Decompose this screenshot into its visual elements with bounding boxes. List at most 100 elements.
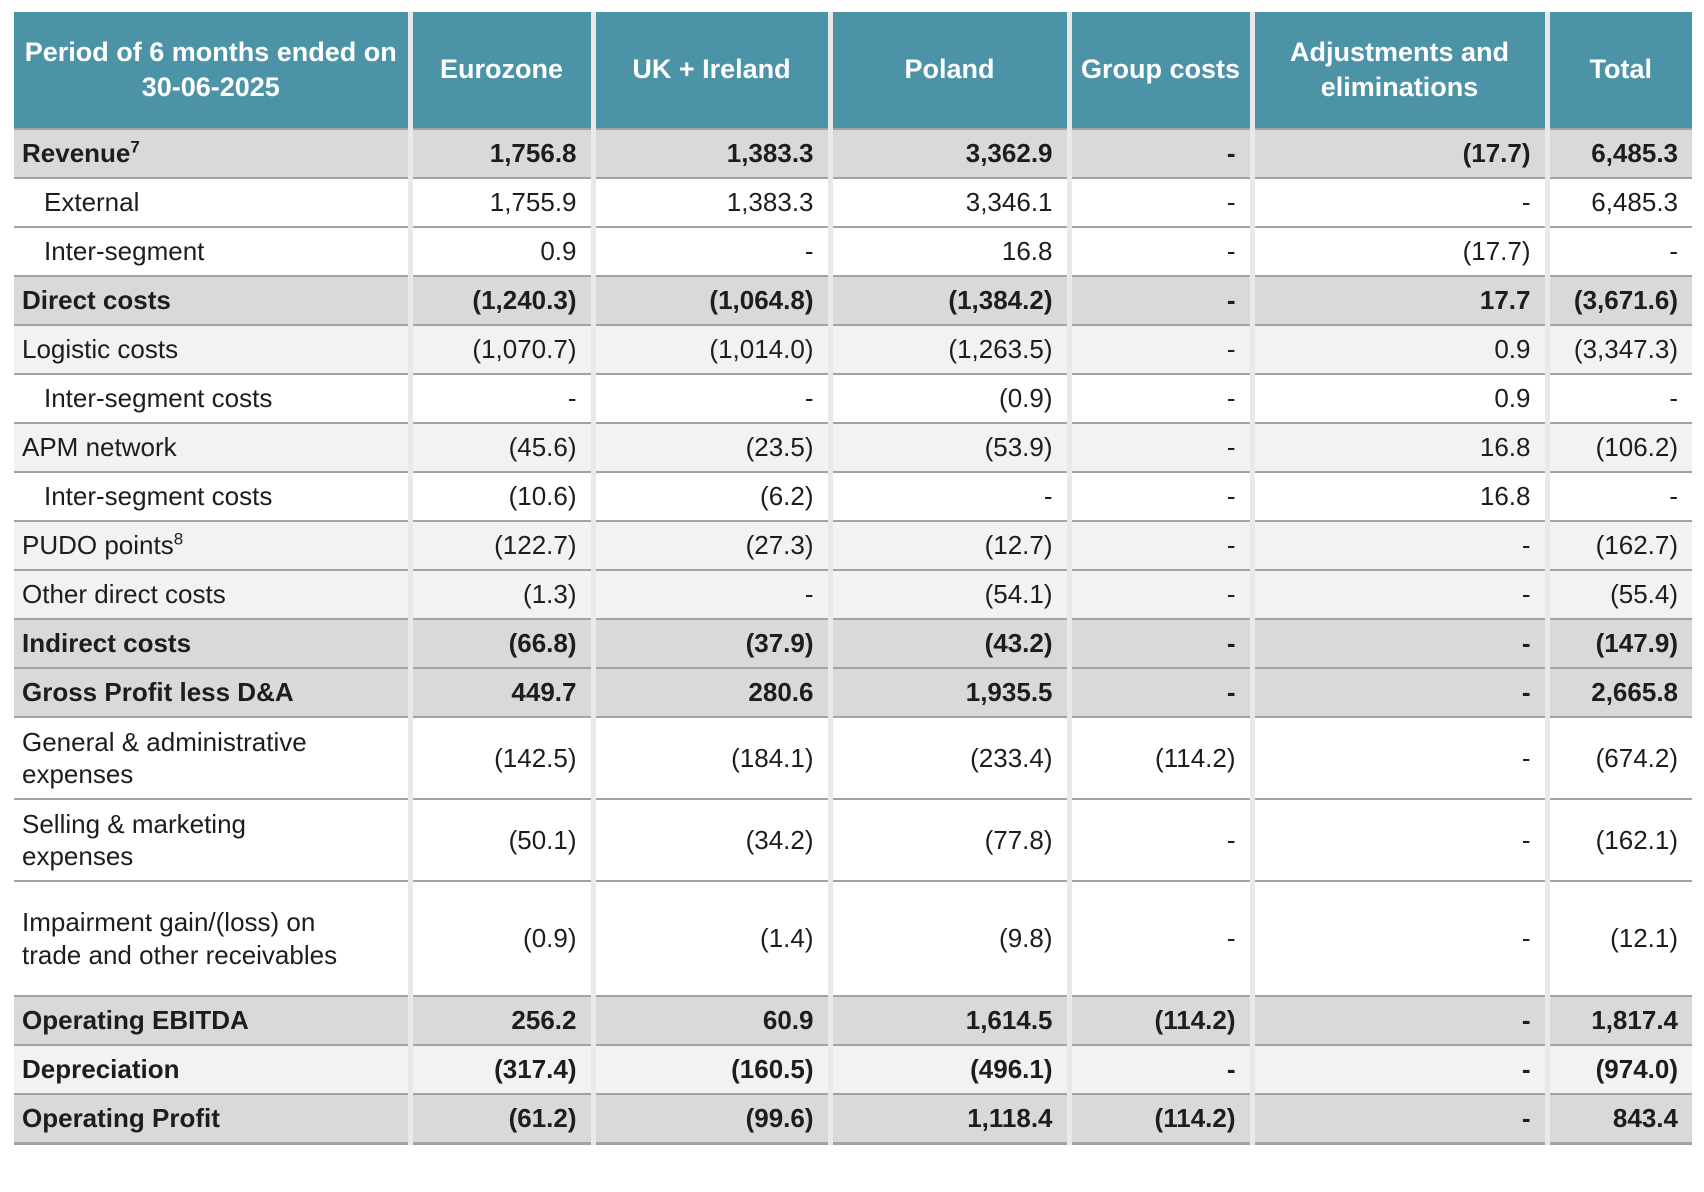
table-cell: (17.7) bbox=[1252, 128, 1550, 178]
table-row-depreciation: Depreciation (317.4) (160.5) (496.1) - -… bbox=[14, 1044, 1692, 1094]
table-cell: (162.1) bbox=[1547, 798, 1692, 881]
column-header-total: Total bbox=[1547, 12, 1692, 129]
table-cell: (114.2) bbox=[1069, 995, 1255, 1045]
table-cell: - bbox=[1069, 128, 1255, 178]
table-cell: - bbox=[1069, 471, 1255, 521]
table-cell: - bbox=[1069, 324, 1255, 374]
row-label: PUDO points8 bbox=[14, 520, 413, 570]
table-cell: (147.9) bbox=[1547, 618, 1692, 668]
table-cell: (77.8) bbox=[830, 798, 1072, 881]
table-cell: (54.1) bbox=[830, 569, 1072, 619]
table-cell: (0.9) bbox=[830, 373, 1072, 423]
table-cell: (142.5) bbox=[410, 716, 596, 799]
table-cell: (160.5) bbox=[593, 1044, 833, 1094]
table-row-direct-costs: Direct costs (1,240.3) (1,064.8) (1,384.… bbox=[14, 275, 1692, 325]
table-cell: - bbox=[1547, 471, 1692, 521]
row-label: Operating Profit bbox=[14, 1093, 413, 1145]
table-cell: (45.6) bbox=[410, 422, 596, 472]
table-cell: - bbox=[1069, 667, 1255, 717]
table-cell: - bbox=[593, 226, 833, 276]
table-row-operating-profit: Operating Profit (61.2) (99.6) 1,118.4 (… bbox=[14, 1093, 1692, 1145]
table-cell: 1,935.5 bbox=[830, 667, 1072, 717]
table-row-gross-profit-less-da: Gross Profit less D&A 449.7 280.6 1,935.… bbox=[14, 667, 1692, 717]
table-row-pudo-points: PUDO points8 (122.7) (27.3) (12.7) - - (… bbox=[14, 520, 1692, 570]
row-label: External bbox=[14, 177, 413, 227]
table-cell: 0.9 bbox=[1252, 373, 1550, 423]
table-cell: (17.7) bbox=[1252, 226, 1550, 276]
table-cell: (66.8) bbox=[410, 618, 596, 668]
row-label: Revenue7 bbox=[14, 128, 413, 178]
table-cell: - bbox=[410, 373, 596, 423]
table-cell: - bbox=[1069, 798, 1255, 881]
table-row-other-direct-costs: Other direct costs (1.3) - (54.1) - - (5… bbox=[14, 569, 1692, 619]
table-cell: (1.3) bbox=[410, 569, 596, 619]
table-cell: - bbox=[1069, 177, 1255, 227]
table-row-operating-ebitda: Operating EBITDA 256.2 60.9 1,614.5 (114… bbox=[14, 995, 1692, 1045]
table-cell: - bbox=[1547, 373, 1692, 423]
table-cell: 0.9 bbox=[1252, 324, 1550, 374]
row-label: Inter-segment costs bbox=[14, 471, 413, 521]
table-cell: (43.2) bbox=[830, 618, 1072, 668]
table-cell: - bbox=[1069, 520, 1255, 570]
table-row-apm-network: APM network (45.6) (23.5) (53.9) - 16.8 … bbox=[14, 422, 1692, 472]
table-cell: (6.2) bbox=[593, 471, 833, 521]
table-cell: 1,614.5 bbox=[830, 995, 1072, 1045]
table-row-impairment-gain-loss: Impairment gain/(loss) on trade and othe… bbox=[14, 880, 1692, 996]
table-cell: (23.5) bbox=[593, 422, 833, 472]
table-cell: 256.2 bbox=[410, 995, 596, 1045]
table-cell: (1,014.0) bbox=[593, 324, 833, 374]
table-cell: 3,346.1 bbox=[830, 177, 1072, 227]
table-cell: (1.4) bbox=[593, 880, 833, 996]
table-cell: - bbox=[1069, 618, 1255, 668]
row-label: Other direct costs bbox=[14, 569, 413, 619]
table-cell: - bbox=[593, 569, 833, 619]
table-cell: - bbox=[593, 373, 833, 423]
table-cell: (114.2) bbox=[1069, 716, 1255, 799]
table-cell: 17.7 bbox=[1252, 275, 1550, 325]
segment-results-table: Period of 6 months ended on 30-06-2025 E… bbox=[14, 12, 1692, 1145]
table-cell: 3,362.9 bbox=[830, 128, 1072, 178]
table-row-inter-segment: Inter-segment 0.9 - 16.8 - (17.7) - bbox=[14, 226, 1692, 276]
table-cell: 1,817.4 bbox=[1547, 995, 1692, 1045]
table-row-inter-segment-costs: Inter-segment costs (10.6) (6.2) - - 16.… bbox=[14, 471, 1692, 521]
table-cell: (106.2) bbox=[1547, 422, 1692, 472]
table-cell: (0.9) bbox=[410, 880, 596, 996]
row-label: Direct costs bbox=[14, 275, 413, 325]
table-cell: (50.1) bbox=[410, 798, 596, 881]
table-cell: 449.7 bbox=[410, 667, 596, 717]
table-cell: (184.1) bbox=[593, 716, 833, 799]
table-cell: (974.0) bbox=[1547, 1044, 1692, 1094]
table-row-indirect-costs: Indirect costs (66.8) (37.9) (43.2) - - … bbox=[14, 618, 1692, 668]
header-row: Period of 6 months ended on 30-06-2025 E… bbox=[14, 12, 1692, 129]
table-cell: - bbox=[1252, 667, 1550, 717]
table-cell: (61.2) bbox=[410, 1093, 596, 1145]
row-label: Inter-segment costs bbox=[14, 373, 413, 423]
table-cell: (10.6) bbox=[410, 471, 596, 521]
table-cell: (3,347.3) bbox=[1547, 324, 1692, 374]
table-cell: - bbox=[1252, 880, 1550, 996]
table-cell: - bbox=[1069, 569, 1255, 619]
table-cell: 843.4 bbox=[1547, 1093, 1692, 1145]
table-row-revenue: Revenue7 1,756.8 1,383.3 3,362.9 - (17.7… bbox=[14, 128, 1692, 178]
table-cell: (317.4) bbox=[410, 1044, 596, 1094]
table-cell: (37.9) bbox=[593, 618, 833, 668]
table-cell: (55.4) bbox=[1547, 569, 1692, 619]
row-label: Logistic costs bbox=[14, 324, 413, 374]
table-cell: - bbox=[1252, 716, 1550, 799]
row-label: Impairment gain/(loss) on trade and othe… bbox=[14, 880, 413, 996]
table-cell: (12.7) bbox=[830, 520, 1072, 570]
table-cell: (114.2) bbox=[1069, 1093, 1255, 1145]
column-header-eurozone: Eurozone bbox=[410, 12, 596, 129]
table-cell: - bbox=[1252, 1044, 1550, 1094]
table-cell: (34.2) bbox=[593, 798, 833, 881]
table-cell: 6,485.3 bbox=[1547, 177, 1692, 227]
segment-results-table-container: Period of 6 months ended on 30-06-2025 E… bbox=[14, 12, 1692, 1145]
table-cell: (122.7) bbox=[410, 520, 596, 570]
column-header-uk-ireland: UK + Ireland bbox=[593, 12, 833, 129]
row-label-text: Revenue bbox=[22, 138, 131, 169]
table-cell: - bbox=[1252, 1093, 1550, 1145]
row-label: Operating EBITDA bbox=[14, 995, 413, 1045]
table-cell: (162.7) bbox=[1547, 520, 1692, 570]
table-cell: - bbox=[830, 471, 1072, 521]
row-label: Depreciation bbox=[14, 1044, 413, 1094]
